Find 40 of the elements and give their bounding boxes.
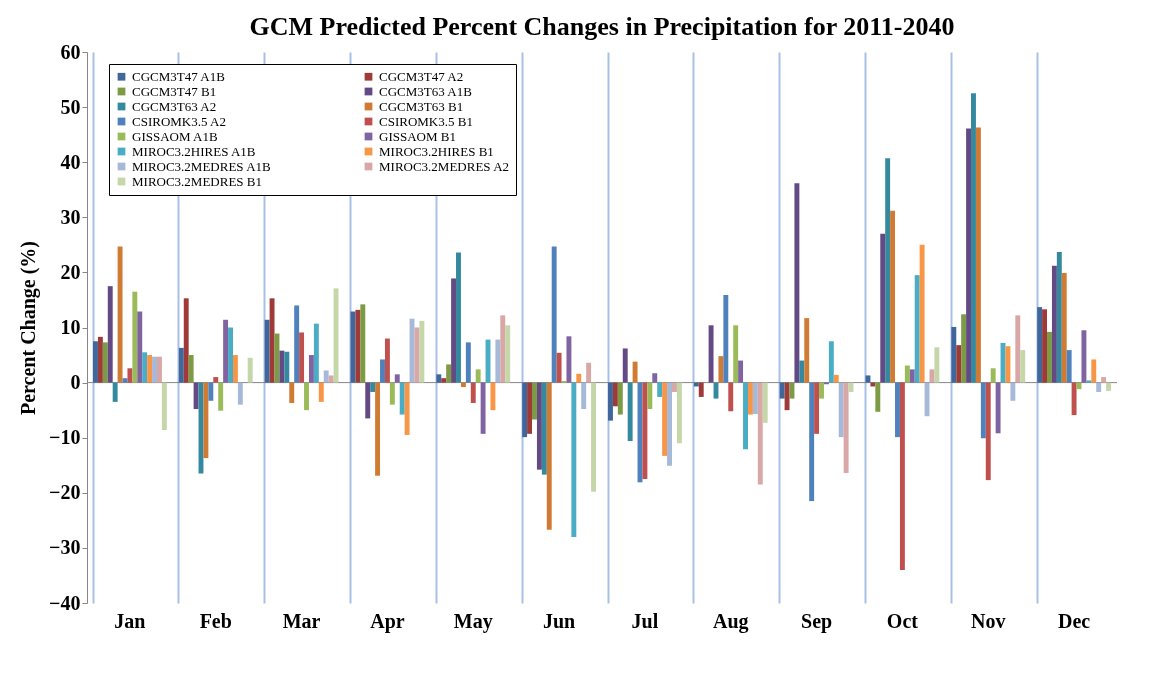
legend-label: CGCM3T63 A2 <box>132 98 217 114</box>
legend-label: CGCM3T63 A1B <box>379 83 473 99</box>
y-tick-label: 60 <box>60 40 81 63</box>
x-tick-label: Feb <box>199 609 232 632</box>
legend-label: MIROC3.2HIRES B1 <box>379 143 494 159</box>
legend-label: CSIROMK3.5 B1 <box>379 113 473 129</box>
legend-label: MIROC3.2MEDRES A2 <box>379 158 510 174</box>
y-tick-label: −10 <box>49 426 81 449</box>
x-tick-label: Jul <box>631 609 659 632</box>
y-tick-label: 10 <box>60 316 81 338</box>
y-tick-label: 30 <box>60 205 81 228</box>
y-tick-label: 20 <box>60 260 81 283</box>
x-tick-label: Nov <box>971 609 1006 632</box>
legend-label: GISSAOM A1B <box>132 128 218 144</box>
y-tick-label: 0 <box>70 371 81 394</box>
x-tick-label: May <box>453 609 493 633</box>
y-tick-label: −20 <box>49 481 81 504</box>
x-tick-label: Jun <box>542 609 576 632</box>
legend-label: MIROC3.2MEDRES A1B <box>132 158 272 174</box>
legend-label: MIROC3.2HIRES A1B <box>132 143 256 159</box>
legend-label: MIROC3.2MEDRES B1 <box>132 173 263 189</box>
x-tick-label: Jan <box>114 609 146 632</box>
legend-label: CGCM3T47 B1 <box>132 83 217 99</box>
x-tick-label: Sep <box>801 609 833 633</box>
y-axis-title: Percent Change (%) <box>17 240 41 416</box>
legend-label: CGCM3T47 A1B <box>132 68 226 84</box>
x-tick-label: Dec <box>1057 609 1091 632</box>
y-tick-label: −40 <box>49 591 81 614</box>
y-tick-label: 40 <box>60 150 81 173</box>
x-tick-label: Aug <box>712 609 749 633</box>
legend-label: CSIROMK3.5 A2 <box>132 113 226 129</box>
legend-label: CGCM3T63 B1 <box>379 98 464 114</box>
legend-label: CGCM3T47 A2 <box>379 68 464 84</box>
y-tick-label: −30 <box>49 536 81 559</box>
y-tick-label: 50 <box>60 95 81 118</box>
x-tick-label: Mar <box>282 609 321 632</box>
x-tick-label: Apr <box>370 609 405 633</box>
chart-title: GCM Predicted Percent Changes in Precipitation for 2011-2040 <box>249 12 955 41</box>
legend-label: GISSAOM B1 <box>379 128 456 144</box>
x-tick-label: Oct <box>886 609 919 632</box>
